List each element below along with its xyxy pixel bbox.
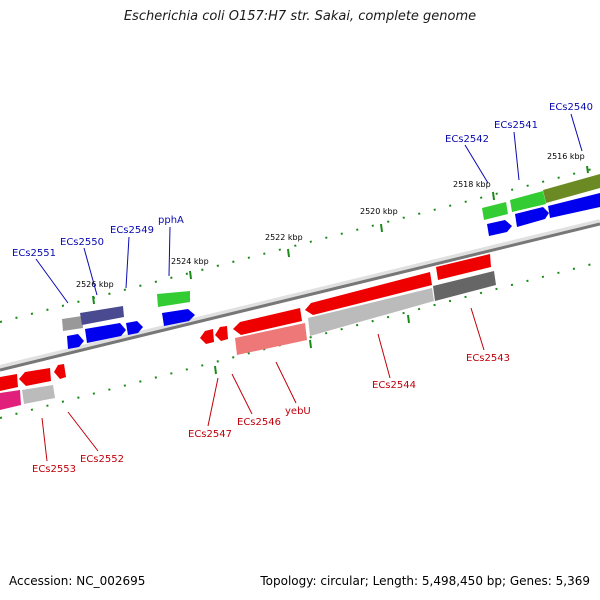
gene-label[interactable]: ECs2544 xyxy=(372,380,416,391)
gene-feature[interactable] xyxy=(157,291,190,307)
gene-label[interactable]: pphA xyxy=(158,215,184,226)
gene-label[interactable]: ECs2541 xyxy=(494,120,538,131)
gene-feature[interactable] xyxy=(433,271,496,301)
gene-feature[interactable] xyxy=(80,306,124,325)
tick-label: 2520 kbp xyxy=(360,207,398,216)
gene-feature[interactable] xyxy=(62,316,83,331)
label-leader-lines xyxy=(35,113,583,462)
map-title: Escherichia coli O157:H7 str. Sakai, com… xyxy=(123,9,477,24)
forward-cds-row xyxy=(67,193,600,349)
tick-label: 2522 kbp xyxy=(265,233,303,242)
cds-feature[interactable] xyxy=(85,323,126,343)
accession-text: Accession: NC_002695 xyxy=(9,574,146,588)
cds-feature[interactable] xyxy=(515,207,549,227)
reverse-cds-row xyxy=(0,254,491,391)
cds-feature[interactable] xyxy=(487,220,512,236)
cds-feature[interactable] xyxy=(215,326,228,341)
cds-feature[interactable] xyxy=(305,272,432,315)
gene-label[interactable]: ECs2543 xyxy=(466,353,510,364)
cds-feature[interactable] xyxy=(233,308,302,335)
gene-label[interactable]: ECs2553 xyxy=(32,464,76,475)
tick-label: 2516 kbp xyxy=(547,152,585,161)
genome-backbone-shade xyxy=(0,222,600,372)
gene-label[interactable]: ECs2547 xyxy=(188,429,232,440)
cds-feature[interactable] xyxy=(200,329,214,344)
gene-label[interactable]: ECs2550 xyxy=(60,237,104,248)
major-ticks xyxy=(92,165,589,375)
cds-feature[interactable] xyxy=(436,254,491,280)
reverse-gene-row xyxy=(0,271,496,410)
gene-feature[interactable] xyxy=(22,385,55,404)
gene-label[interactable]: ECs2549 xyxy=(110,225,154,236)
gene-label[interactable]: ECs2542 xyxy=(445,134,489,145)
cds-feature[interactable] xyxy=(19,368,51,386)
tick-label: 2524 kbp xyxy=(171,257,209,266)
genome-backbone xyxy=(0,219,600,371)
gene-feature[interactable] xyxy=(482,202,508,220)
gene-label[interactable]: yebU xyxy=(285,406,311,417)
cds-feature[interactable] xyxy=(162,309,195,326)
cds-feature[interactable] xyxy=(67,334,84,349)
gene-label[interactable]: ECs2546 xyxy=(237,417,281,428)
forward-gene-row xyxy=(62,174,600,331)
gene-feature[interactable] xyxy=(543,174,600,203)
tick-label: 2518 kbp xyxy=(453,180,491,189)
cds-feature[interactable] xyxy=(54,364,66,379)
cds-feature[interactable] xyxy=(0,374,18,391)
tick-label: 2526 kbp xyxy=(76,280,114,289)
genome-summary-text: Topology: circular; Length: 5,498,450 bp… xyxy=(260,574,590,588)
cds-feature[interactable] xyxy=(548,193,600,218)
gene-feature[interactable] xyxy=(510,191,546,212)
cds-feature[interactable] xyxy=(126,321,143,335)
gene-label[interactable]: ECs2551 xyxy=(12,248,56,259)
gene-feature[interactable] xyxy=(0,390,21,410)
gene-feature[interactable] xyxy=(235,323,307,355)
gene-label[interactable]: ECs2540 xyxy=(549,102,593,113)
gene-label[interactable]: ECs2552 xyxy=(80,454,124,465)
gene-feature[interactable] xyxy=(308,288,434,336)
